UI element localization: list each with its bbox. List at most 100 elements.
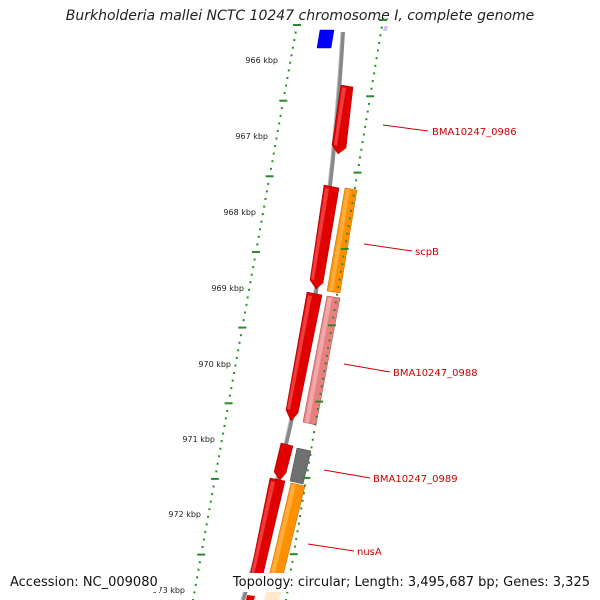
minor-tick bbox=[194, 583, 197, 586]
minor-tick bbox=[249, 281, 252, 284]
minor-tick bbox=[291, 560, 294, 563]
major-tick bbox=[293, 24, 301, 26]
gene-blue[interactable] bbox=[316, 29, 335, 49]
minor-tick bbox=[299, 515, 301, 518]
minor-tick bbox=[279, 114, 282, 117]
gene-red-970[interactable] bbox=[285, 291, 323, 422]
kbp-label-971: 971 kbp bbox=[182, 435, 215, 444]
minor-tick bbox=[293, 39, 296, 42]
minor-tick bbox=[238, 341, 241, 344]
minor-tick bbox=[375, 57, 378, 60]
minor-tick bbox=[286, 77, 289, 79]
minor-tick bbox=[374, 64, 377, 67]
gene-bma10247-0989[interactable] bbox=[289, 447, 312, 485]
minor-tick bbox=[228, 394, 231, 397]
minor-tick bbox=[309, 454, 312, 456]
gene-label-bma10247-0989[interactable]: BMA10247_0989 bbox=[373, 474, 458, 485]
minor-tick bbox=[291, 46, 294, 49]
minor-tick bbox=[242, 319, 245, 322]
minor-tick bbox=[346, 232, 349, 235]
minor-tick bbox=[376, 49, 379, 52]
minor-tick bbox=[297, 522, 300, 525]
minor-tick bbox=[208, 508, 211, 511]
minor-tick bbox=[304, 484, 307, 487]
minor-tick bbox=[365, 118, 368, 121]
minor-tick bbox=[222, 432, 225, 435]
minor-tick bbox=[211, 493, 214, 496]
minor-tick bbox=[333, 309, 336, 311]
minor-tick bbox=[272, 152, 275, 155]
minor-tick bbox=[264, 198, 267, 200]
minor-tick bbox=[296, 530, 299, 533]
minor-tick bbox=[263, 205, 266, 208]
minor-tick bbox=[306, 469, 309, 472]
minor-tick bbox=[348, 217, 351, 220]
minor-tick bbox=[246, 296, 249, 299]
minor-tick bbox=[290, 54, 293, 57]
kbp-label-968: 968 kbp bbox=[223, 208, 256, 217]
kbp-label-967: 967 kbp bbox=[235, 132, 268, 141]
minor-tick bbox=[259, 228, 262, 231]
minor-tick bbox=[338, 278, 341, 281]
gene-red-971[interactable] bbox=[273, 442, 294, 481]
minor-tick bbox=[373, 72, 376, 75]
minor-tick bbox=[300, 507, 303, 510]
minor-tick bbox=[328, 339, 331, 342]
minor-tick bbox=[223, 425, 226, 427]
minor-tick bbox=[207, 515, 210, 518]
kbp-label-973: 973 kbp bbox=[152, 586, 185, 595]
minor-tick bbox=[260, 220, 263, 223]
minor-tick bbox=[323, 370, 326, 373]
major-tick bbox=[379, 19, 387, 21]
minor-tick bbox=[324, 362, 327, 365]
minor-tick bbox=[327, 347, 330, 350]
minor-tick bbox=[265, 190, 268, 193]
minor-tick bbox=[293, 545, 296, 548]
minor-tick bbox=[294, 31, 297, 34]
major-tick bbox=[340, 247, 349, 250]
gene-features bbox=[246, 26, 388, 600]
major-tick bbox=[251, 251, 260, 253]
gene-red-partial[interactable] bbox=[246, 595, 255, 600]
gene-faint[interactable] bbox=[383, 26, 388, 31]
gene-label-nusa[interactable]: nusA bbox=[357, 547, 382, 558]
gene-red-968[interactable] bbox=[309, 184, 340, 290]
minor-tick bbox=[360, 148, 363, 151]
minor-tick bbox=[351, 202, 354, 205]
minor-tick bbox=[341, 263, 344, 266]
kbp-labels: 966 kbp 967 kbp 968 kbp 969 kbp 970 kbp … bbox=[152, 56, 278, 595]
minor-tick bbox=[345, 240, 347, 243]
major-tick bbox=[315, 400, 324, 403]
minor-tick bbox=[276, 129, 279, 132]
minor-tick bbox=[202, 538, 205, 541]
outer-tick-ruler bbox=[285, 19, 387, 600]
minor-tick bbox=[342, 255, 345, 258]
minor-tick bbox=[362, 133, 365, 136]
major-tick bbox=[224, 402, 233, 405]
minor-tick bbox=[215, 470, 218, 473]
minor-tick bbox=[301, 499, 304, 502]
minor-tick bbox=[355, 179, 358, 182]
gene-label-scpb[interactable]: scpB bbox=[415, 247, 439, 258]
gene-label-bma10247-0988[interactable]: BMA10247_0988 bbox=[393, 368, 478, 379]
major-tick bbox=[279, 99, 288, 102]
minor-tick bbox=[370, 87, 373, 90]
minor-tick bbox=[380, 26, 383, 29]
major-tick bbox=[327, 324, 336, 327]
minor-tick bbox=[337, 286, 340, 289]
major-tick bbox=[289, 553, 298, 556]
minor-tick bbox=[368, 102, 370, 105]
minor-tick bbox=[275, 137, 278, 140]
minor-tick bbox=[193, 591, 196, 594]
minor-tick bbox=[364, 125, 367, 128]
minor-tick bbox=[316, 408, 319, 411]
minor-tick bbox=[311, 438, 314, 441]
minor-tick bbox=[336, 293, 339, 296]
minor-tick bbox=[212, 485, 215, 488]
gene-label-bma10247-0986[interactable]: BMA10247_0986 bbox=[432, 127, 517, 138]
minor-tick bbox=[253, 258, 256, 261]
minor-tick bbox=[280, 107, 283, 110]
minor-tick bbox=[289, 61, 292, 64]
minor-tick bbox=[271, 160, 274, 163]
